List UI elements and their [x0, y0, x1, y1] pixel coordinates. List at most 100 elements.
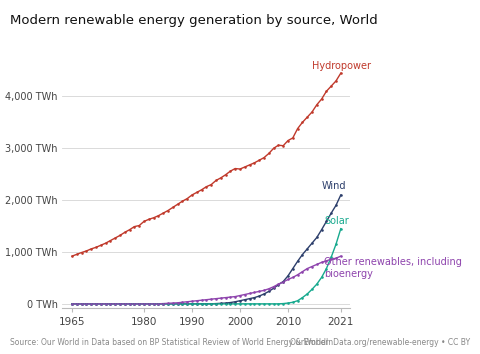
Point: [337, 70, 345, 76]
Point: [83, 301, 90, 307]
Point: [179, 301, 186, 307]
Point: [231, 294, 239, 299]
Point: [327, 254, 335, 260]
Point: [183, 301, 191, 307]
Point: [111, 301, 119, 307]
Point: [73, 301, 81, 307]
Point: [107, 301, 114, 307]
Point: [222, 295, 229, 301]
Point: [251, 301, 258, 307]
Point: [83, 248, 90, 254]
Point: [169, 300, 177, 306]
Point: [68, 253, 76, 259]
Point: [131, 301, 138, 307]
Point: [303, 291, 311, 297]
Point: [179, 299, 186, 305]
Point: [135, 301, 143, 307]
Text: Modern renewable energy generation by source, World: Modern renewable energy generation by so…: [10, 14, 377, 27]
Point: [92, 301, 100, 307]
Point: [73, 251, 81, 257]
Point: [131, 301, 138, 307]
Point: [145, 217, 153, 222]
Point: [299, 252, 306, 257]
Point: [270, 285, 277, 291]
Point: [265, 289, 273, 294]
Point: [275, 281, 282, 287]
Point: [217, 301, 225, 307]
Point: [308, 286, 316, 292]
Point: [294, 272, 301, 278]
Point: [121, 301, 129, 307]
Point: [183, 299, 191, 304]
Point: [183, 196, 191, 201]
Point: [270, 284, 277, 290]
Point: [155, 301, 162, 307]
Point: [145, 301, 153, 307]
Point: [169, 301, 177, 307]
Text: Our World
in Data: Our World in Data: [402, 22, 448, 41]
Point: [251, 290, 258, 295]
Point: [265, 286, 273, 292]
Point: [241, 297, 249, 303]
Point: [299, 269, 306, 274]
Point: [246, 301, 253, 307]
Point: [332, 78, 340, 84]
Point: [284, 276, 292, 282]
Point: [332, 241, 340, 247]
Point: [126, 301, 133, 307]
Point: [193, 301, 201, 307]
Point: [303, 114, 311, 120]
Point: [303, 266, 311, 272]
Point: [207, 182, 215, 187]
Point: [207, 301, 215, 307]
Point: [246, 291, 253, 296]
Point: [87, 301, 95, 307]
Point: [318, 227, 325, 233]
Point: [150, 301, 157, 307]
Point: [255, 293, 263, 299]
Point: [308, 109, 316, 115]
Point: [241, 164, 249, 170]
Point: [260, 155, 268, 160]
Point: [111, 235, 119, 241]
Point: [203, 301, 210, 307]
Point: [198, 187, 205, 193]
Point: [327, 210, 335, 216]
Point: [102, 240, 109, 246]
Point: [159, 210, 167, 216]
Point: [222, 301, 229, 307]
Point: [140, 218, 148, 224]
Point: [188, 301, 196, 307]
Point: [217, 175, 225, 181]
Point: [241, 292, 249, 297]
Point: [159, 301, 167, 307]
Point: [279, 279, 287, 285]
Point: [188, 192, 196, 198]
Point: [97, 242, 105, 248]
Point: [126, 227, 133, 233]
Point: [217, 295, 225, 301]
Point: [217, 301, 225, 306]
Point: [236, 293, 244, 298]
Point: [203, 297, 210, 303]
Point: [227, 301, 234, 307]
Point: [255, 301, 263, 307]
Point: [241, 301, 249, 307]
Point: [279, 279, 287, 284]
Point: [140, 301, 148, 307]
Point: [231, 301, 239, 307]
Point: [299, 295, 306, 301]
Point: [212, 296, 220, 302]
Point: [289, 299, 297, 305]
Point: [318, 259, 325, 265]
Point: [246, 162, 253, 168]
Point: [299, 120, 306, 125]
Point: [275, 142, 282, 148]
Point: [150, 301, 157, 307]
Point: [318, 275, 325, 280]
Point: [260, 287, 268, 293]
Point: [203, 184, 210, 189]
Point: [284, 273, 292, 279]
Point: [327, 83, 335, 89]
Point: [179, 301, 186, 307]
